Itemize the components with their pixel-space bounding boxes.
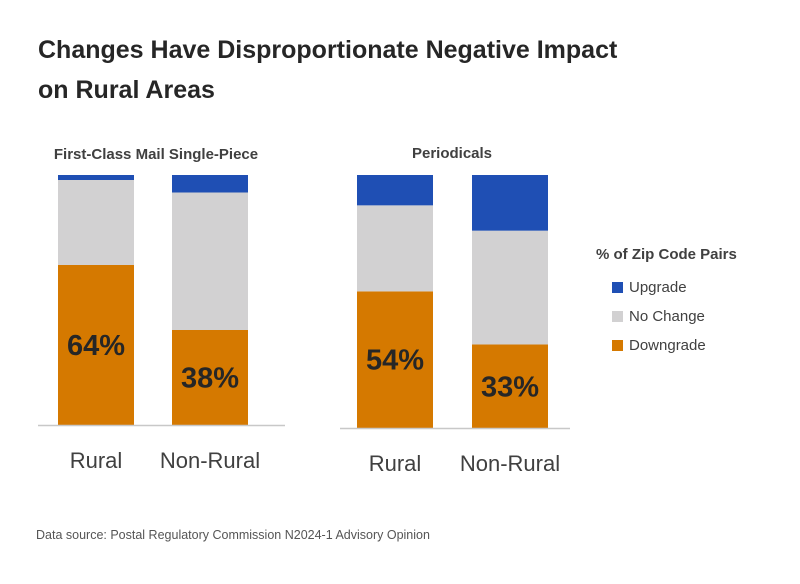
data-label-non-rural: 38%	[181, 363, 239, 395]
bar-no-change-non-rural	[172, 192, 248, 330]
category-label-non-rural: Non-Rural	[160, 448, 260, 473]
bar-no-change-rural	[357, 205, 433, 292]
category-label-rural: Rural	[369, 451, 422, 476]
legend-label-downgrade: Downgrade	[629, 337, 706, 354]
bar-downgrade-rural	[357, 291, 433, 428]
legend-swatch-upgrade	[612, 282, 623, 293]
data-label-non-rural: 33%	[481, 371, 539, 403]
panel-title-first-class: First-Class Mail Single-Piece	[53, 146, 259, 163]
legend-title: % of Zip Code Pairs	[596, 246, 737, 263]
bar-upgrade-non-rural	[472, 175, 548, 231]
title-line-1: Changes Have Disproportionate Negative I…	[38, 36, 618, 64]
bar-upgrade-rural	[357, 175, 433, 206]
data-source-note: Data source: Postal Regulatory Commissio…	[36, 528, 430, 542]
bar-downgrade-non-rural	[172, 330, 248, 425]
title-line-2: on Rural Areas	[38, 76, 215, 104]
bar-no-change-rural	[58, 180, 134, 265]
bar-downgrade-rural	[58, 265, 134, 425]
bar-upgrade-non-rural	[172, 175, 248, 193]
category-label-rural: Rural	[70, 448, 123, 473]
legend-label-no-change: No Change	[629, 308, 705, 325]
panel-title-periodicals: Periodicals	[411, 145, 493, 162]
data-label-rural: 54%	[366, 345, 424, 377]
data-label-rural: 64%	[67, 330, 125, 362]
bar-downgrade-non-rural	[472, 344, 548, 428]
legend-swatch-no-change	[612, 311, 623, 322]
legend: % of Zip Code Pairs Upgrade No Change Do…	[596, 246, 796, 360]
bar-upgrade-rural	[58, 175, 134, 180]
chart-title: Changes Have Disproportionate Negative I…	[38, 30, 738, 110]
bar-no-change-non-rural	[472, 230, 548, 345]
legend-label-upgrade: Upgrade	[629, 279, 687, 296]
legend-item-downgrade: Downgrade	[596, 331, 796, 360]
legend-swatch-downgrade	[612, 340, 623, 351]
legend-item-no-change: No Change	[596, 302, 796, 331]
category-label-non-rural: Non-Rural	[460, 451, 560, 476]
legend-item-upgrade: Upgrade	[596, 273, 796, 302]
